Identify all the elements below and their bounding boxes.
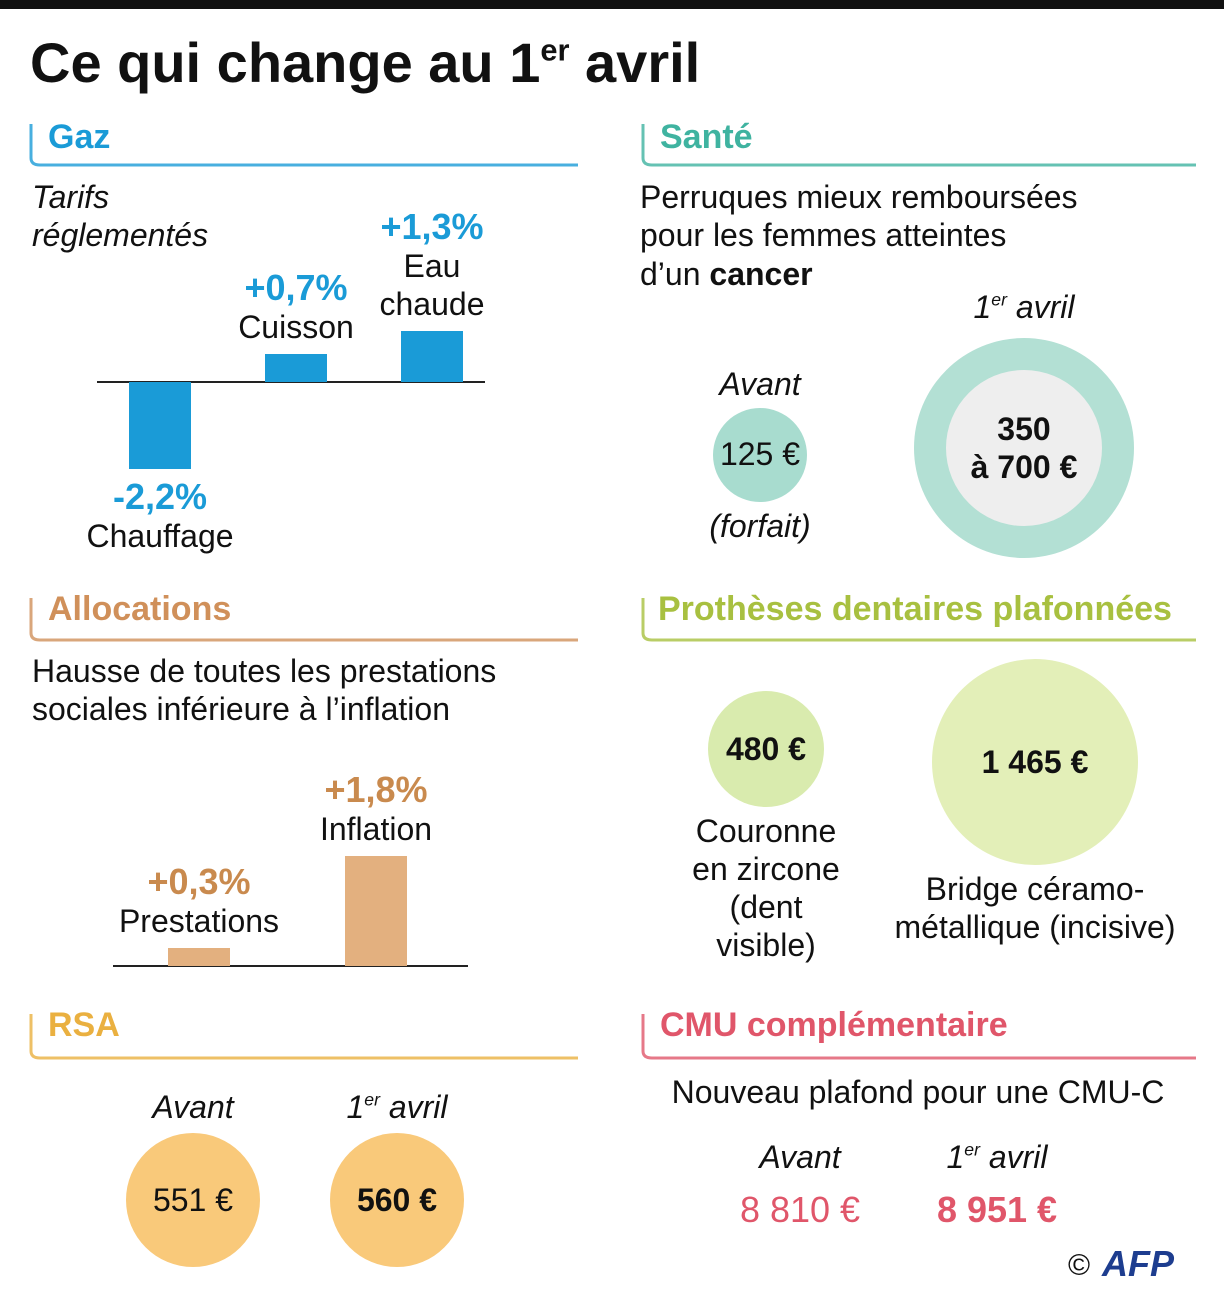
circle: [932, 659, 1138, 865]
value: à 700 €: [970, 449, 1078, 485]
label-word: avril: [988, 1139, 1048, 1175]
value-label: +0,3%: [147, 860, 251, 902]
value: 551 €: [152, 1182, 234, 1218]
section-heading: CMU complémentaire: [660, 1006, 1008, 1044]
value: 8 810 €: [739, 1189, 861, 1230]
section-heading: Gaz: [48, 118, 111, 156]
description: Hausse de toutes les prestations: [32, 653, 497, 689]
circle: [708, 691, 824, 807]
section-heading: Santé: [660, 118, 753, 156]
label: Avant: [759, 1139, 841, 1175]
description: Nouveau plafond pour une CMU-C: [671, 1074, 1165, 1110]
copyright: ©: [1068, 1249, 1091, 1282]
bar: [345, 856, 407, 966]
category-label: Eau chaude: [379, 247, 485, 322]
bar-label: +1,3% Eau chaude: [357, 205, 507, 323]
bracket: [29, 124, 578, 167]
value: 350: [997, 411, 1051, 447]
category-label: Inflation: [319, 811, 433, 848]
value-label: +1,8%: [324, 769, 428, 811]
bracket: [641, 124, 1196, 167]
label-word: avril: [388, 1089, 448, 1125]
bar-label: +0,7% Cuisson: [221, 268, 371, 346]
bar: [265, 354, 327, 382]
bar-label: +0,3% Prestations: [84, 860, 314, 940]
label-sup: er: [364, 1089, 380, 1110]
section-heading: RSA: [48, 1006, 120, 1044]
label: Avant: [719, 366, 801, 402]
label-sup: er: [991, 289, 1007, 310]
note: (forfait): [709, 508, 811, 544]
bar: [129, 382, 191, 469]
label: Avant: [152, 1089, 234, 1125]
circle: [330, 1133, 464, 1267]
bracket: [641, 1014, 1196, 1060]
title-text: Ce qui change au 1: [30, 31, 541, 94]
brand: AFP: [1102, 1243, 1174, 1284]
label: Bridge céramo-métallique (incisive): [894, 871, 1176, 945]
description: Perruques mieux remboursées: [640, 179, 1078, 215]
value-label: -2,2%: [112, 475, 208, 517]
bar-label: +1,8% Inflation: [261, 770, 491, 848]
label-num: 1: [346, 1089, 365, 1125]
text: d’un: [640, 256, 701, 292]
bar: [168, 947, 230, 966]
label-num: 1: [973, 289, 992, 325]
subtitle: Tarifs: [32, 179, 110, 215]
label-num: 1: [946, 1139, 965, 1175]
bracket: [641, 598, 1196, 642]
label: 1er avril: [897, 1138, 1097, 1176]
category-label: Chauffage: [86, 517, 234, 554]
page-title: Ce qui change au 1er avril: [30, 28, 700, 98]
value-label: +0,7%: [244, 267, 348, 309]
label-word: avril: [1015, 289, 1075, 325]
bracket: [29, 598, 578, 642]
label: 1er avril: [297, 1088, 497, 1126]
value: 480 €: [725, 731, 807, 767]
category-label: Cuisson: [238, 309, 354, 346]
bar-label: -2,2% Chauffage: [85, 475, 235, 555]
description: d’un cancer: [640, 255, 813, 293]
circle: [126, 1133, 260, 1267]
baseline: [113, 965, 468, 967]
label-sup: er: [964, 1139, 980, 1160]
category-label: Prestations: [118, 902, 280, 939]
subtitle: réglementés: [32, 217, 209, 253]
description: sociales inférieure à l’inflation: [32, 691, 450, 727]
bar: [401, 330, 463, 382]
value: 8 951 €: [936, 1189, 1058, 1230]
value-label: +1,3%: [380, 205, 484, 247]
section-heading: Prothèses dentaires plafonnées: [658, 590, 1172, 628]
text-bold: cancer: [709, 256, 813, 292]
ring-inner: [946, 370, 1102, 526]
value: 1 465 €: [981, 744, 1089, 780]
title-end: avril: [585, 31, 701, 94]
title-sup: er: [540, 32, 570, 68]
label: 1er avril: [924, 288, 1124, 326]
value: 560 €: [356, 1182, 438, 1218]
value: 125 €: [719, 436, 801, 472]
bracket: [29, 1014, 578, 1060]
baseline: [97, 381, 485, 383]
section-heading: Allocations: [48, 590, 232, 628]
top-bar: [0, 0, 1224, 9]
label: Couronne en zircone (dent visible): [692, 813, 840, 963]
circle: [713, 408, 807, 502]
description: pour les femmes atteintes: [640, 217, 1007, 253]
